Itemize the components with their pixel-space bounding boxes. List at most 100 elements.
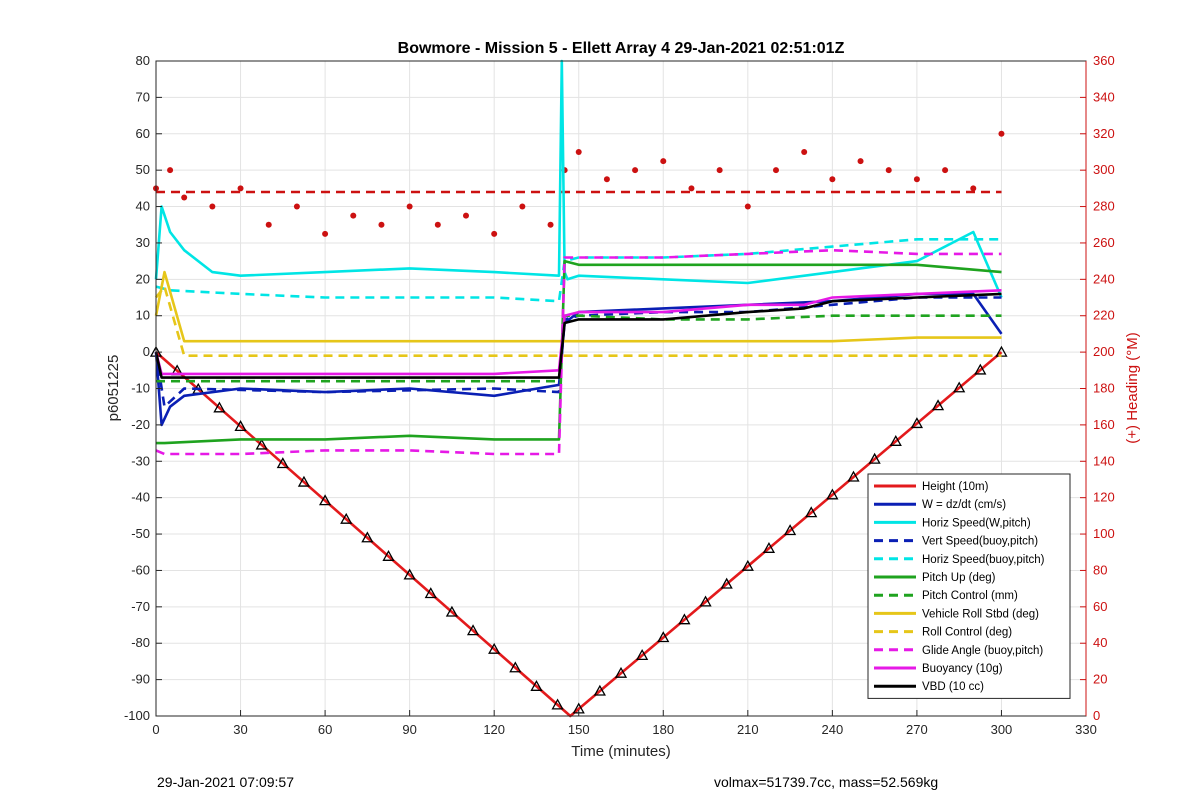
heading-point [913,176,920,183]
y-right-tick-label: 300 [1093,162,1115,177]
height-marker [910,417,924,429]
height-marker [720,577,733,589]
footer-timestamp: 29-Jan-2021 07:09:57 [157,774,294,790]
height-marker [424,587,437,599]
y-right-tick-label: 60 [1093,599,1107,614]
y-right-tick-label: 100 [1093,526,1115,541]
heading-point [998,130,1005,137]
series-line-vbd-10-cc [154,292,1002,379]
heading-point [885,167,892,174]
x-tick-label: 210 [737,722,759,737]
legend-label: Buoyancy (10g) [922,663,1003,675]
y-right-tick-label: 0 [1093,708,1100,723]
heading-point [322,230,329,237]
y-left-tick-label: -20 [131,417,150,432]
legend-label: Vert Speed(buoy,pitch) [922,536,1038,548]
height-marker [657,631,670,643]
height-marker [847,470,860,482]
y-right-tick-label: 240 [1093,271,1115,286]
height-marker [931,399,945,411]
legend-label: Pitch Control (mm) [922,590,1018,602]
height-marker [678,613,691,625]
y-left-tick-label: 20 [136,271,150,286]
heading-point [167,167,174,174]
y-right-tick-label: 260 [1093,235,1115,250]
legend-label: W = dz/dt (cm/s) [922,499,1006,511]
height-marker [318,494,332,506]
chart: Bowmore - Mission 5 - Ellett Array 4 29-… [105,40,1141,760]
y-right-tick-label: 40 [1093,635,1107,650]
y-left-tick-label: 50 [136,162,150,177]
height-marker [466,624,480,636]
heading-point [434,221,441,228]
y-right-tick-label: 120 [1093,490,1115,505]
y-left-tick-label: -70 [131,599,150,614]
y-right-tick-label: 80 [1093,562,1107,577]
footer-mass-info: volmax=51739.7cc, mass=52.569kg [714,774,939,790]
x-axis-label: Time (minutes) [571,743,670,760]
heading-point [406,203,413,210]
heading-point [829,176,836,183]
heading-point [293,203,300,210]
legend-label: Height (10m) [922,481,989,493]
legend-label: Pitch Up (deg) [922,572,996,584]
x-tick-label: 30 [233,722,247,737]
heading-point [181,194,188,201]
height-marker [530,679,543,691]
height-marker [953,381,966,393]
chart-title: Bowmore - Mission 5 - Ellett Array 4 29-… [398,40,845,57]
y-right-tick-label: 20 [1093,672,1107,687]
height-marker [488,642,501,654]
legend-label: Roll Control (deg) [922,627,1012,639]
heading-point [857,158,864,165]
height-marker [361,531,374,543]
y-right-tick-label: 140 [1093,453,1115,468]
height-marker [699,595,712,607]
y-left-tick-label: 40 [136,199,150,214]
y-right-tick-label: 340 [1093,89,1115,104]
series-line-buoyancy-10g [154,289,1002,376]
series-layer [149,59,1008,718]
height-marker [762,541,776,553]
heading-point [237,185,244,192]
x-tick-label: 120 [483,722,505,737]
heading-point [603,176,610,183]
series-line-vehicle-roll-stbd-deg [154,270,1002,343]
heading-point [491,230,498,237]
heading-point [660,158,667,165]
y-left-tick-label: 30 [136,235,150,250]
legend-label: Vehicle Roll Stbd (deg) [922,608,1039,620]
y-left-tick-label: 60 [136,126,150,141]
y-right-tick-label: 160 [1093,417,1115,432]
height-marker [868,452,881,464]
height-marker [826,488,839,500]
x-tick-label: 270 [906,722,928,737]
x-tick-label: 180 [652,722,674,737]
height-marker [551,698,564,710]
heading-point [519,203,526,210]
series-line-roll-control-deg [154,285,1002,358]
y-left-tick-label: 0 [143,344,150,359]
height-marker [889,434,902,446]
y-left-tick-label: -100 [124,708,150,723]
x-tick-label: 330 [1075,722,1097,737]
heading-point [801,148,808,155]
height-marker [213,401,226,413]
y-right-tick-label: 320 [1093,126,1115,141]
y-right-tick-label: 280 [1093,199,1115,214]
legend: Height (10m) W = dz/dt (cm/s) Horiz Speed(… [867,473,1071,699]
heading-point [378,221,385,228]
y-axis-label-left: p6051225 [105,355,122,422]
legend-label: VBD (10 cc) [922,681,984,693]
heading-point [547,221,554,228]
heading-point [575,148,582,155]
heading-point [716,167,723,174]
legend-label: Horiz Speed(W,pitch) [922,517,1031,529]
axes-layer: 0 30 60 90 120 150 180 210 240 270 300 330807060504… [124,53,1115,737]
heading-point [209,203,216,210]
height-marker [340,512,353,524]
y-left-tick-label: -60 [131,562,150,577]
y-left-tick-label: -30 [131,453,150,468]
height-marker [509,661,522,673]
height-marker [741,559,754,571]
